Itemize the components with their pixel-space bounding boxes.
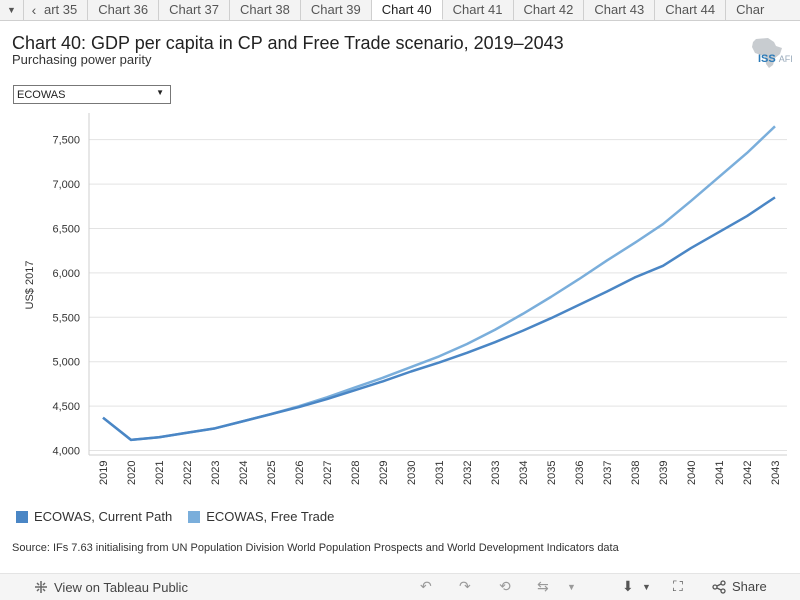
x-tick-label: 2040 <box>686 461 698 485</box>
share-button[interactable]: Share <box>712 579 767 594</box>
y-tick-label: 6,500 <box>52 223 80 235</box>
tab-chart-36[interactable]: Chart 36 <box>88 0 160 20</box>
refresh-icon[interactable]: ⇆ <box>537 578 549 594</box>
view-on-tableau-label: View on Tableau Public <box>54 579 188 595</box>
refresh-menu-chevron-icon[interactable]: ▼ <box>567 582 576 592</box>
x-tick-label: 2027 <box>322 461 334 485</box>
x-tick-label: 2031 <box>434 461 446 485</box>
x-tick-label: 2036 <box>574 461 586 485</box>
source-note: Source: IFs 7.63 initialising from UN Po… <box>12 542 619 554</box>
x-tick-label: 2029 <box>378 461 390 485</box>
x-tick-label: 2021 <box>154 461 166 485</box>
sheet-tab-bar: ▼ ‹ art 35 Chart 36 Chart 37 Chart 38 Chart … <box>0 0 800 21</box>
x-tick-label: 2035 <box>546 461 558 485</box>
x-tick-label: 2026 <box>294 461 306 485</box>
chevron-down-icon: ▼ <box>156 88 164 97</box>
series-lines <box>102 125 776 442</box>
x-tick-label: 2033 <box>490 461 502 485</box>
x-tick-label: 2022 <box>182 461 194 485</box>
x-tick-label: 2041 <box>714 461 726 485</box>
x-tick-label: 2019 <box>98 461 110 485</box>
x-tick-label: 2030 <box>406 461 418 485</box>
y-tick-label: 4,000 <box>52 446 80 458</box>
y-tick-label: 5,000 <box>52 357 80 369</box>
tab-scroll-left-icon[interactable]: ‹ <box>31 2 37 18</box>
redo-icon[interactable]: ↷ <box>459 578 471 594</box>
tab-menu-chevron-down-icon[interactable]: ▼ <box>0 0 24 20</box>
x-tick-label: 2038 <box>630 461 642 485</box>
legend-item[interactable]: ECOWAS, Current Path <box>16 509 172 524</box>
x-tick-labels: 2019 2020 2021 2022 2023 2024 2025 2026 2027 2028… <box>98 461 782 485</box>
tab-chart-43[interactable]: Chart 43 <box>584 0 656 20</box>
chart-legend: ECOWAS, Current Path ECOWAS, Free Trade <box>16 509 334 524</box>
x-tick-label: 2034 <box>518 461 530 485</box>
undo-icon[interactable]: ↶ <box>420 578 432 594</box>
x-tick-label: 2043 <box>770 461 782 485</box>
share-label: Share <box>732 579 767 594</box>
legend-item[interactable]: ECOWAS, Free Trade <box>188 509 334 524</box>
x-tick-label: 2028 <box>350 461 362 485</box>
y-tick-label: 6,000 <box>52 268 80 280</box>
tab-chart-42[interactable]: Chart 42 <box>513 0 585 20</box>
tab-chart-44[interactable]: Chart 44 <box>655 0 727 20</box>
x-tick-label: 2020 <box>126 461 138 485</box>
view-on-tableau-link[interactable]: View on Tableau Public <box>34 580 188 595</box>
x-tick-label: 2024 <box>238 461 250 485</box>
x-tick-label: 2037 <box>602 461 614 485</box>
revert-icon[interactable]: ⟲ <box>499 578 511 594</box>
tab-chart-37[interactable]: Chart 37 <box>159 0 230 20</box>
x-tick-label: 2032 <box>462 461 474 485</box>
tab-chart-38[interactable]: Chart 38 <box>230 0 301 20</box>
tab-chart-40[interactable]: Chart 40 <box>371 0 443 20</box>
series-line-ecowas-current-path[interactable] <box>102 196 776 442</box>
y-tick-label: 7,000 <box>52 179 80 191</box>
tab-art-35[interactable]: art 35 <box>44 0 89 20</box>
x-tick-label: 2042 <box>742 461 754 485</box>
x-tick-label: 2039 <box>658 461 670 485</box>
africa-map-logo-icon <box>752 38 782 68</box>
tab-chart-41[interactable]: Chart 41 <box>442 0 514 20</box>
download-menu-chevron-icon[interactable]: ▼ <box>642 582 651 592</box>
legend-swatch <box>16 510 28 523</box>
y-tick-labels: 4,000 4,500 5,000 5,500 6,000 6,500 7,000 7,500 <box>52 135 80 458</box>
fullscreen-icon[interactable]: ⛶ <box>673 578 683 594</box>
x-tick-label: 2023 <box>210 461 222 485</box>
legend-label: ECOWAS, Current Path <box>34 509 173 524</box>
y-tick-label: 5,500 <box>52 312 80 324</box>
tableau-logo-icon <box>35 581 47 593</box>
chart-gridlines <box>89 139 787 452</box>
tabs-container: art 35 Chart 36 Chart 37 Chart 38 Chart 39 Ch… <box>44 0 800 20</box>
logo-wordmark: ISS AFI <box>758 53 793 65</box>
download-icon[interactable]: ⬇ <box>622 578 634 594</box>
region-filter-dropdown[interactable]: ECOWAS ▼ <box>13 85 171 104</box>
chart-title: Chart 40: GDP per capita in CP and Free … <box>12 33 564 53</box>
line-chart: 4,000 4,500 5,000 5,500 6,000 6,500 7,000 7,500… <box>24 113 787 485</box>
y-tick-label: 4,500 <box>52 401 80 413</box>
legend-label: ECOWAS, Free Trade <box>206 509 335 524</box>
chart-subtitle: Purchasing power parity <box>12 52 152 67</box>
region-filter-value: ECOWAS <box>17 88 66 101</box>
y-axis-title: US$ 2017 <box>24 261 36 310</box>
series-line-ecowas-free-trade[interactable] <box>102 125 776 442</box>
share-icon <box>712 579 726 594</box>
y-tick-label: 7,500 <box>52 135 80 147</box>
tab-chart-39[interactable]: Chart 39 <box>300 0 372 20</box>
legend-swatch <box>188 510 201 523</box>
tab-char[interactable]: Char <box>726 0 775 20</box>
x-tick-label: 2025 <box>266 461 278 485</box>
tableau-footer: View on Tableau Public <box>0 573 800 600</box>
